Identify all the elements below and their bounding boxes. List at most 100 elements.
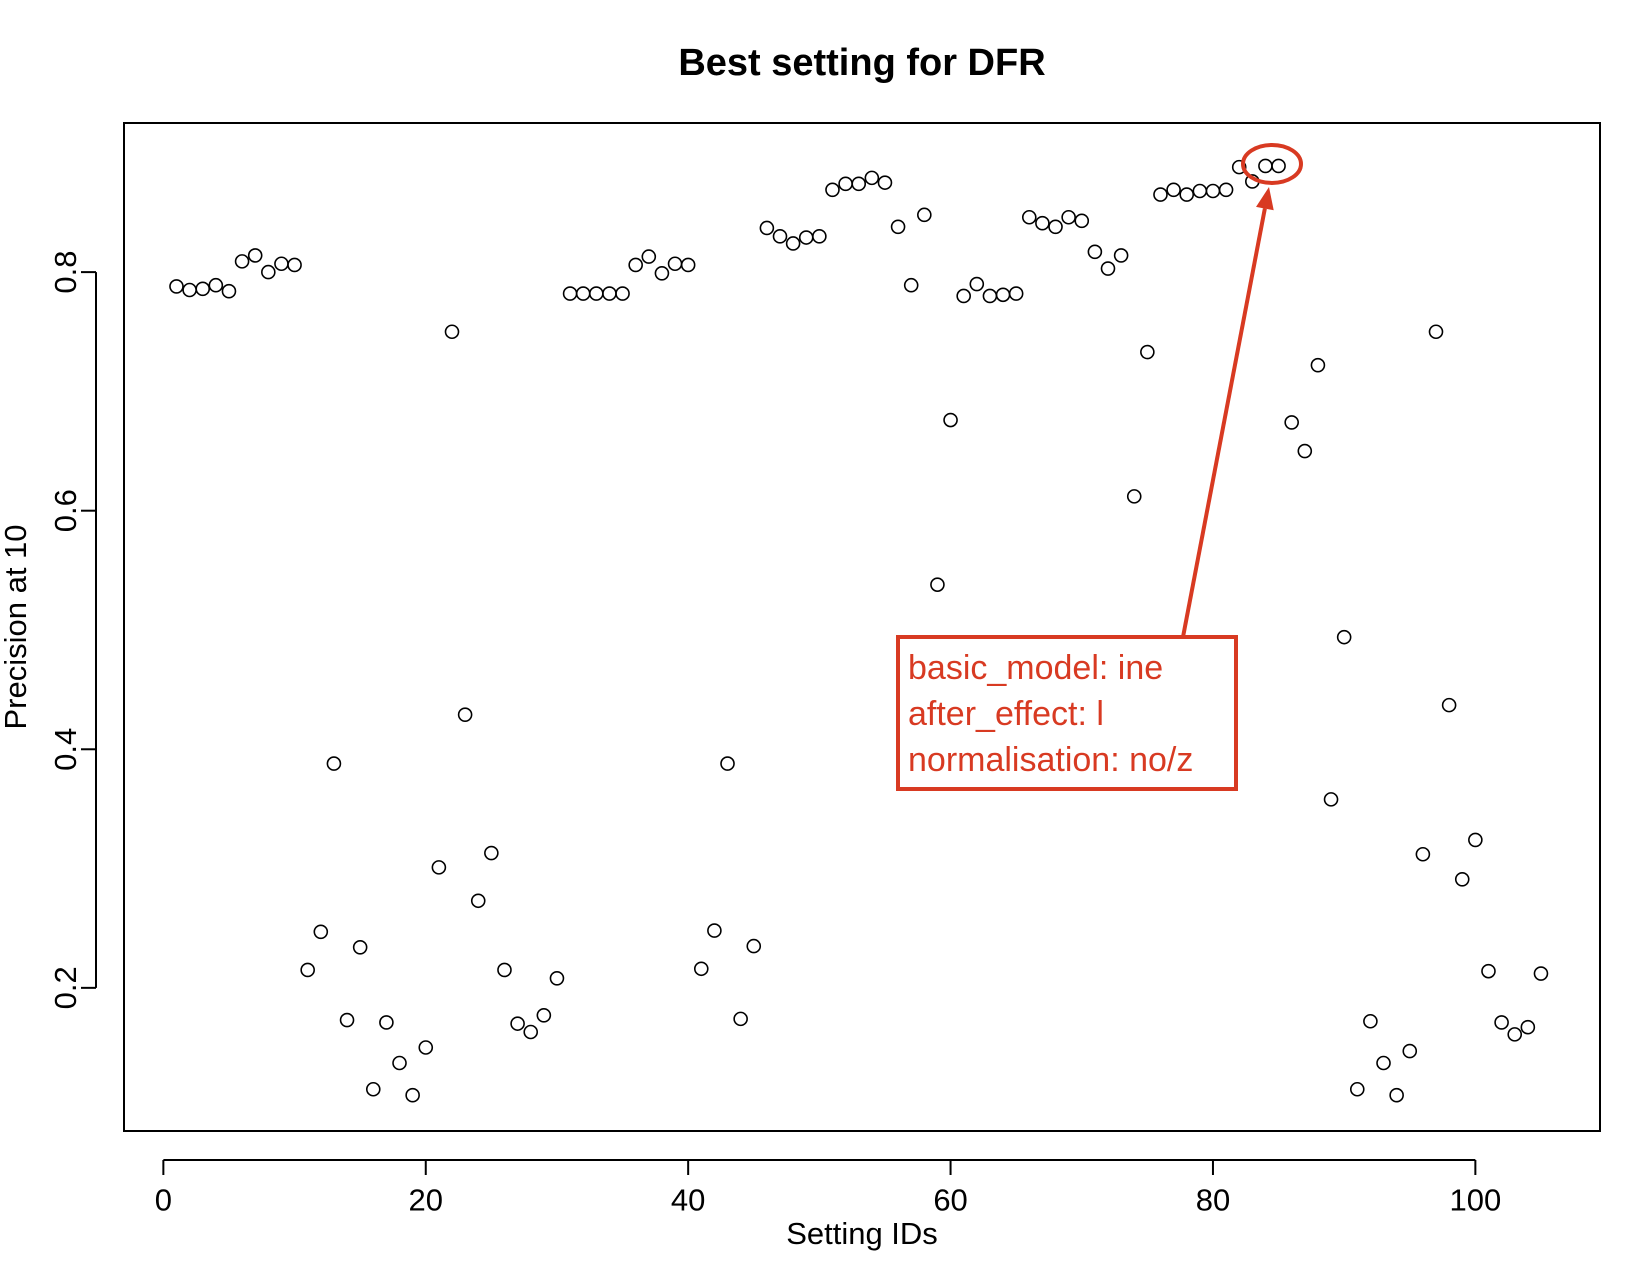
data-point xyxy=(890,219,906,235)
data-point xyxy=(838,176,853,192)
data-point xyxy=(589,286,604,301)
x-tick-label: 20 xyxy=(409,1182,443,1217)
data-point xyxy=(1140,344,1155,360)
data-point xyxy=(1415,846,1431,862)
data-point xyxy=(470,893,486,909)
data-point xyxy=(641,249,657,264)
data-point xyxy=(956,288,971,304)
data-point xyxy=(195,281,211,297)
data-point xyxy=(549,971,565,986)
data-point xyxy=(1297,443,1313,459)
data-point xyxy=(1126,489,1142,504)
annotation: basic_model: ine after_effect: l normalisa… xyxy=(896,142,1303,791)
data-point xyxy=(431,860,447,875)
annotation-box xyxy=(896,635,1238,791)
data-point xyxy=(995,287,1011,303)
data-point xyxy=(1349,1081,1365,1097)
data-point xyxy=(1494,1015,1509,1030)
data-point xyxy=(785,236,801,251)
data-point xyxy=(1048,219,1063,235)
data-point xyxy=(1481,963,1496,979)
x-tick-label: 40 xyxy=(671,1182,705,1217)
data-point xyxy=(1468,832,1483,848)
data-point xyxy=(523,1024,539,1040)
data-point xyxy=(1520,1019,1536,1035)
data-point xyxy=(484,845,499,861)
data-point xyxy=(903,277,919,293)
data-point xyxy=(1205,183,1221,199)
data-point xyxy=(1402,1043,1418,1059)
data-point xyxy=(969,276,985,292)
data-point xyxy=(1376,1055,1391,1071)
data-point xyxy=(1087,244,1103,260)
data-point xyxy=(575,286,591,301)
data-point xyxy=(1284,415,1299,430)
data-point xyxy=(982,288,998,304)
data-point xyxy=(1533,966,1549,981)
data-point xyxy=(693,961,709,977)
data-point xyxy=(667,256,683,272)
data-point xyxy=(1061,209,1076,225)
data-point xyxy=(497,962,512,978)
data-point xyxy=(654,266,670,281)
data-point xyxy=(1231,159,1247,175)
data-point xyxy=(1258,158,1273,174)
data-point xyxy=(1153,187,1168,202)
data-point xyxy=(772,229,788,244)
data-point xyxy=(287,257,302,273)
data-point xyxy=(418,1040,434,1055)
data-point xyxy=(1218,182,1234,198)
data-point xyxy=(1271,158,1286,174)
data-point xyxy=(300,962,315,978)
data-point xyxy=(326,756,342,771)
data-point xyxy=(864,170,880,186)
data-point xyxy=(457,707,473,722)
data-point xyxy=(208,277,224,293)
y-tick-label: 0.2 xyxy=(48,966,83,1009)
data-point xyxy=(1100,261,1116,276)
data-point xyxy=(261,264,276,280)
data-point xyxy=(352,939,368,955)
data-point xyxy=(1454,871,1470,887)
data-point xyxy=(1441,697,1457,713)
data-point xyxy=(746,938,762,954)
data-point xyxy=(562,286,578,301)
data-point xyxy=(313,924,329,940)
data-point xyxy=(851,176,867,192)
data-point xyxy=(221,283,237,299)
data-point xyxy=(234,254,250,269)
data-point xyxy=(1113,248,1129,263)
data-point xyxy=(1310,357,1326,373)
data-point xyxy=(1507,1027,1523,1042)
data-point xyxy=(510,1016,525,1031)
data-point xyxy=(1074,213,1090,229)
data-point xyxy=(536,1007,552,1023)
data-point xyxy=(1192,183,1208,199)
x-tick-label: 0 xyxy=(155,1182,172,1217)
x-tick-label: 60 xyxy=(933,1182,967,1217)
data-point xyxy=(1336,629,1352,645)
data-point xyxy=(877,175,893,190)
x-axis-label: Setting IDs xyxy=(786,1216,938,1251)
data-point xyxy=(392,1055,407,1071)
annotation-line: after_effect: l xyxy=(908,695,1104,733)
data-point xyxy=(615,286,630,301)
data-point xyxy=(1363,1013,1378,1029)
annotation-arrow xyxy=(1181,208,1267,638)
data-point xyxy=(759,220,775,236)
data-point xyxy=(405,1087,420,1103)
x-tick-label: 100 xyxy=(1449,1182,1501,1217)
arrow-head xyxy=(1256,186,1274,211)
data-point xyxy=(628,257,643,273)
y-axis-label: Precision at 10 xyxy=(0,524,33,729)
data-point xyxy=(680,257,696,273)
data-point xyxy=(943,412,958,428)
data-point xyxy=(247,248,263,263)
data-point xyxy=(798,230,814,245)
data-point xyxy=(917,207,932,223)
data-point xyxy=(812,229,827,244)
data-point xyxy=(339,1012,355,1028)
data-point xyxy=(365,1081,381,1097)
annotation-line: normalisation: no/z xyxy=(908,741,1193,779)
